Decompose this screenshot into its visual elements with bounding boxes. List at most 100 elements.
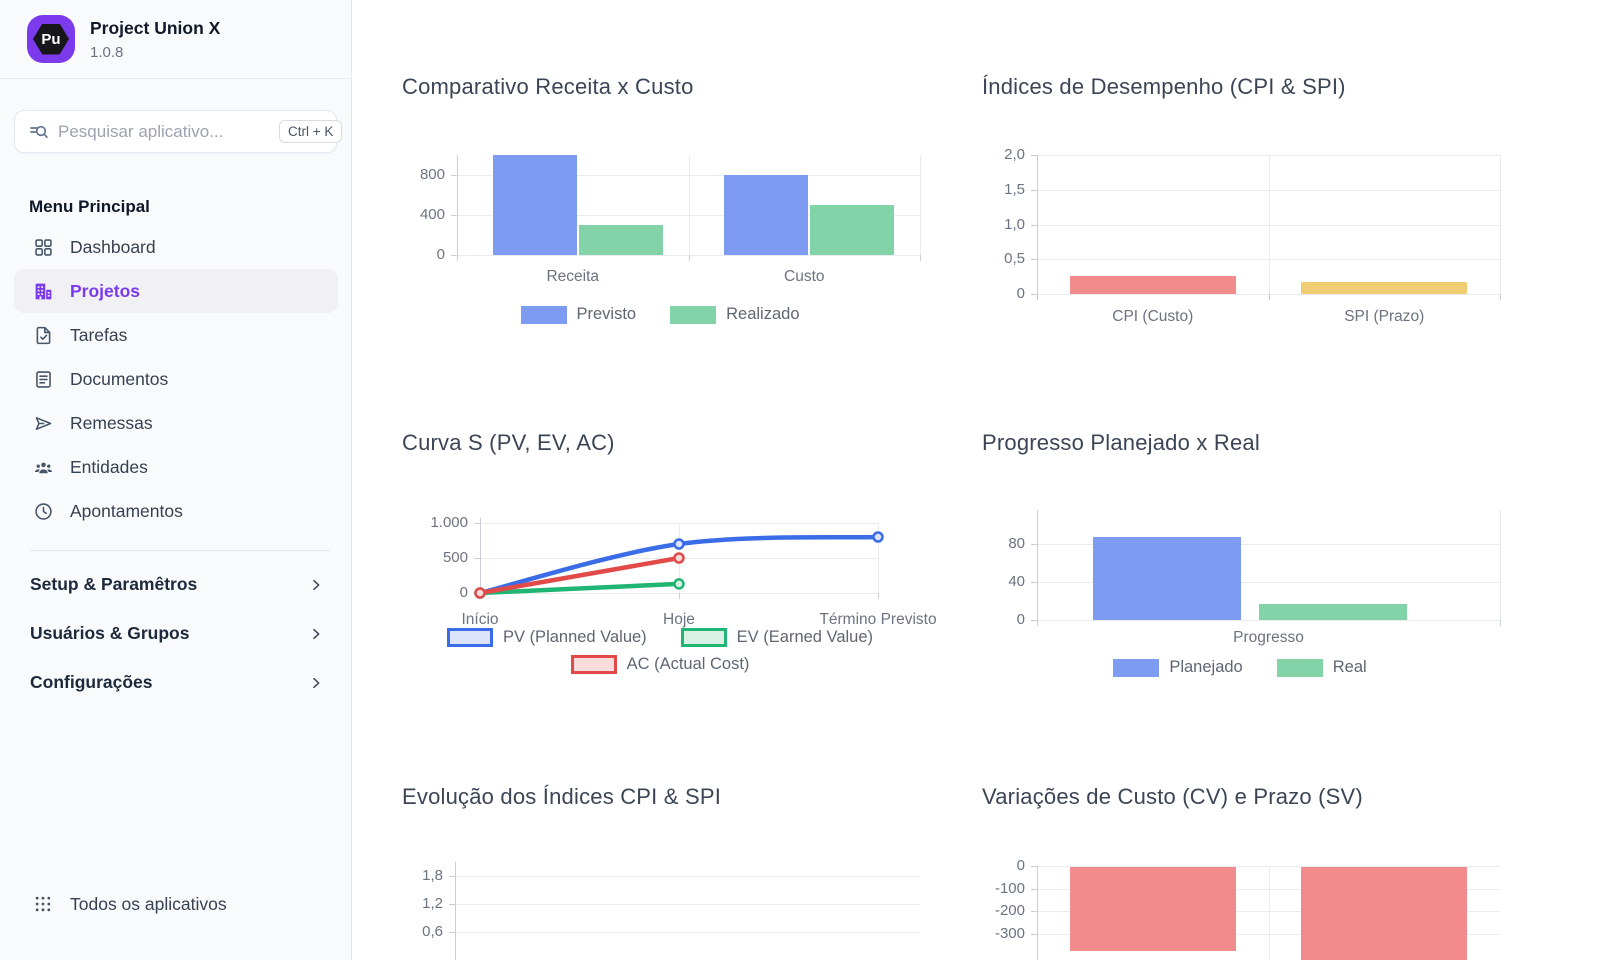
chart-plot-comparativo: 0 400 800 Receita Custo Previsto Realizado	[400, 74, 921, 384]
y-tick-label: -100	[994, 879, 1025, 897]
chevron-right-icon	[308, 675, 324, 691]
axis-tick	[1031, 189, 1037, 191]
grid-line-vertical	[1500, 155, 1501, 294]
sidebar-item-entidades[interactable]: Entidades	[14, 445, 338, 489]
chart-card-progresso: Progresso Planejado x Real 0 40 80 Progress…	[980, 430, 1501, 730]
axis-tick	[688, 255, 690, 261]
legend-item[interactable]: Real	[1276, 658, 1367, 677]
axis-tick	[679, 593, 680, 599]
y-tick-label: 400	[419, 206, 445, 223]
axis-tick	[1031, 620, 1037, 621]
legend-swatch	[446, 628, 493, 647]
bar	[1301, 281, 1468, 294]
search-icon	[29, 122, 49, 142]
data-point	[872, 531, 884, 543]
sidebar-item-tarefas[interactable]: Tarefas	[14, 313, 338, 357]
axis-tick	[1031, 933, 1037, 935]
data-point	[673, 538, 685, 550]
grid-line-vertical	[1268, 155, 1270, 294]
sidebar-item-documentos[interactable]: Documentos	[14, 357, 338, 401]
sidebar-item-projetos[interactable]: Projetos	[14, 269, 338, 313]
y-tick-label: 80	[1008, 535, 1025, 552]
axis-tick	[474, 558, 480, 559]
x-axis-label: Início	[461, 611, 499, 628]
legend-swatch	[1276, 658, 1323, 677]
axis-tick	[1031, 544, 1037, 545]
sidebar-item-label: Apontamentos	[70, 500, 183, 521]
legend-label: EV (Earned Value)	[736, 628, 874, 646]
sidebar-item-apontamentos[interactable]: Apontamentos	[14, 489, 338, 533]
chart-plot-curva-s: 0 500 1.000 Início Hoje Término Previsto PV (P…	[400, 430, 937, 730]
axis-tick	[1031, 888, 1037, 890]
y-tick-label: 1.000	[430, 514, 468, 531]
y-tick-label: 0,5	[1004, 250, 1025, 268]
data-point	[673, 578, 685, 590]
dashboard-content: Comparativo Receita x Custo 0 400 800 Recei…	[353, 0, 1600, 960]
x-axis-label: Custo	[784, 268, 825, 285]
y-tick-label: 0	[1016, 285, 1025, 302]
y-axis-line	[1037, 155, 1038, 294]
sidebar-section-usuarios-grupos[interactable]: Usuários & Grupos	[14, 609, 338, 658]
sidebar-footer-label: Todos os aplicativos	[70, 893, 227, 914]
sidebar-item-remessas[interactable]: Remessas	[14, 401, 338, 445]
menu-section-label: Menu Principal	[29, 197, 150, 216]
section-label: Setup & Paramêtros	[30, 574, 198, 594]
legend-swatch	[670, 305, 717, 324]
chart-plot-evolucao: 0,6 1,2 1,8	[400, 784, 920, 960]
bar	[1092, 537, 1241, 620]
chart-plot-variacoes: 0 -100 -200 -300	[980, 784, 1500, 960]
axis-tick	[1031, 911, 1037, 913]
legend-item[interactable]: Previsto	[520, 305, 637, 324]
legend-item[interactable]: PV (Planned Value)	[446, 628, 647, 647]
main-menu: Dashboard Projetos Tarefas	[14, 225, 338, 533]
axis-tick	[449, 876, 455, 877]
chart-legend: PV (Planned Value) EV (Earned Value)	[400, 628, 920, 647]
axis-tick	[451, 175, 457, 176]
task-check-icon	[32, 324, 54, 346]
y-tick-label: 40	[1008, 573, 1025, 590]
y-tick-label: 1,8	[422, 867, 443, 884]
section-label: Configurações	[30, 672, 153, 692]
data-point	[474, 587, 486, 599]
line-series-canvas	[474, 531, 884, 599]
legend-label: PV (Planned Value)	[502, 628, 647, 646]
axis-tick	[1031, 259, 1037, 261]
chart-legend: AC (Actual Cost)	[400, 655, 920, 674]
axis-tick	[878, 593, 879, 599]
sidebar-item-todos-aplicativos[interactable]: Todos os aplicativos	[14, 882, 338, 926]
search-input[interactable]	[58, 121, 279, 142]
legend-item[interactable]: EV (Earned Value)	[680, 628, 874, 647]
section-label: Usuários & Grupos	[30, 623, 190, 643]
search-box[interactable]: Ctrl + K	[14, 110, 343, 153]
legend-item[interactable]: Realizado	[670, 305, 800, 324]
grid-line	[1037, 544, 1500, 545]
sidebar-item-dashboard[interactable]: Dashboard	[14, 225, 338, 269]
legend-item[interactable]: Planejado	[1113, 658, 1243, 677]
legend-label: Planejado	[1169, 658, 1243, 676]
bar	[1069, 275, 1236, 294]
document-icon	[32, 368, 54, 390]
app-logo: Pu	[27, 15, 75, 63]
sidebar-header: Pu Project Union X 1.0.8	[0, 0, 351, 79]
grid-line	[455, 932, 920, 933]
chart-plot-indices: 0 0,5 1,0 1,5 2,0 CPI (Custo) SPI (Prazo)	[980, 74, 1501, 384]
y-axis-line	[1037, 866, 1038, 960]
grid-line-vertical	[920, 155, 921, 255]
axis-tick	[920, 255, 921, 261]
legend-item[interactable]: AC (Actual Cost)	[570, 655, 750, 674]
apps-grid-icon	[32, 893, 54, 915]
sidebar-item-label: Entidades	[70, 456, 148, 477]
axis-tick	[457, 255, 458, 261]
sidebar: Pu Project Union X 1.0.8 Ctrl + K Menu P…	[0, 0, 352, 960]
bar	[810, 205, 895, 255]
axis-tick	[449, 932, 455, 933]
dashboard-icon	[32, 236, 54, 258]
legend-label: AC (Actual Cost)	[626, 655, 750, 673]
y-axis-line	[480, 518, 481, 593]
bar	[578, 225, 663, 255]
sidebar-section-setup-parametros[interactable]: Setup & Paramêtros	[14, 560, 338, 609]
legend-label: Previsto	[576, 305, 637, 323]
clock-icon	[32, 500, 54, 522]
y-tick-label: 2,0	[1004, 146, 1025, 163]
sidebar-section-configuracoes[interactable]: Configurações	[14, 658, 338, 707]
